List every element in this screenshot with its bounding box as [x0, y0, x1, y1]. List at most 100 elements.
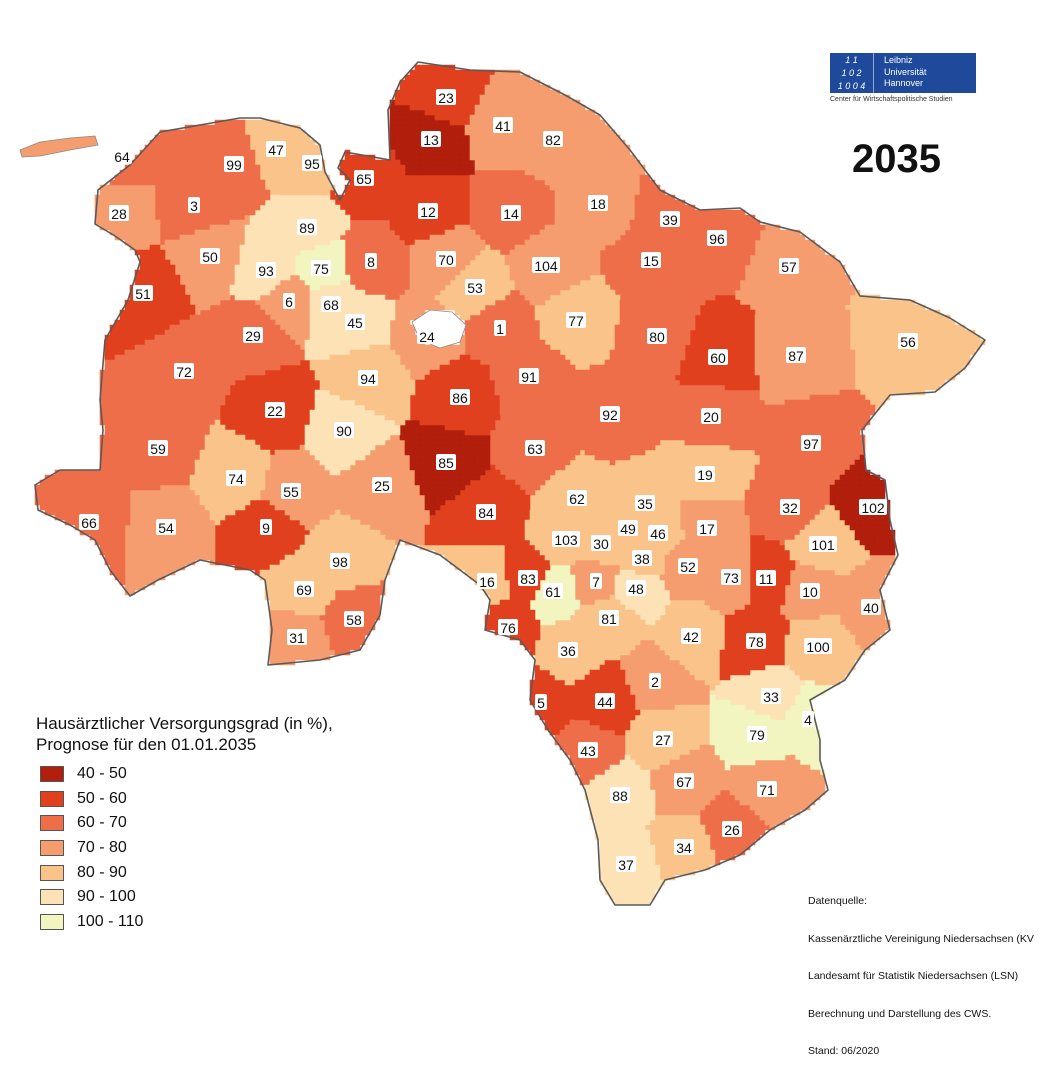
legend-swatch — [40, 864, 64, 881]
region-label-box — [494, 320, 506, 336]
legend-swatch — [40, 840, 64, 857]
region-label: 29 — [243, 327, 263, 344]
region-label: 50 — [200, 248, 220, 265]
region-label-box — [722, 821, 742, 837]
region-label-text: 6 — [285, 294, 293, 310]
region-label: 5 — [535, 694, 547, 711]
region-label-text: 78 — [748, 634, 764, 650]
region-label-box — [647, 328, 667, 344]
region-label-text: 15 — [643, 253, 659, 269]
region-label: 52 — [678, 558, 698, 575]
region-label-box — [260, 519, 272, 535]
logo-caption: Center für Wirtschaftspolitische Studien — [830, 96, 953, 103]
region-label: 26 — [722, 821, 742, 838]
region-label-box — [334, 422, 354, 438]
legend-title: Hausärztlicher Versorgungsgrad (in %), P… — [36, 713, 333, 755]
region-label-text: 93 — [258, 263, 274, 279]
region-label: 14 — [501, 205, 521, 222]
logo-mark-line1: 1 1 — [845, 55, 858, 65]
region-label-box — [779, 258, 799, 274]
region-label-text: 87 — [788, 348, 804, 364]
region-label-box — [372, 477, 392, 493]
region-label-text: 73 — [723, 570, 739, 586]
region-label-box — [133, 285, 153, 301]
region-label: 22 — [265, 402, 285, 419]
region-label-text: 9 — [262, 520, 270, 536]
region-label-box — [226, 470, 246, 486]
legend-title-line1: Hausärztlicher Versorgungsgrad (in %), — [36, 714, 333, 733]
region-label: 99 — [224, 156, 244, 173]
region-label: 8 — [365, 253, 377, 270]
region-label: 77 — [566, 312, 586, 329]
region-label-text: 7 — [592, 574, 600, 590]
region-label-box — [519, 368, 539, 384]
region-label-text: 68 — [323, 297, 339, 313]
region-label-text: 75 — [313, 261, 329, 277]
region-label: 61 — [543, 583, 563, 600]
region-label-text: 42 — [683, 629, 699, 645]
region-label: 19 — [695, 466, 715, 483]
region-label-box — [861, 599, 881, 615]
region-label: 54 — [156, 519, 176, 536]
legend-item: 90 - 100 — [40, 885, 143, 910]
region-label-text: 66 — [81, 515, 97, 531]
region-label-box — [302, 155, 322, 171]
region-label: 103 — [552, 531, 580, 548]
region-label: 12 — [418, 203, 438, 220]
region-label-text: 5 — [537, 695, 545, 711]
region-label-box — [707, 230, 727, 246]
region-label-text: 52 — [680, 559, 696, 575]
region-label: 53 — [465, 279, 485, 296]
region-label-box — [859, 499, 887, 515]
region-label-text: 76 — [500, 620, 516, 636]
region-label-box — [626, 580, 646, 596]
region-label: 80 — [647, 328, 667, 345]
region-label: 3 — [188, 197, 200, 214]
region-label-text: 69 — [296, 582, 312, 598]
region-label-box — [156, 519, 176, 535]
region-label-text: 54 — [158, 520, 174, 536]
legend-label: 90 - 100 — [77, 888, 136, 906]
year-title: 2035 — [852, 137, 941, 181]
region-label: 9 — [260, 519, 272, 536]
region-label-text: 62 — [569, 491, 585, 507]
region-label-text: 1 — [496, 321, 504, 337]
region-label: 102 — [859, 499, 887, 516]
region-label-text: 50 — [202, 249, 218, 265]
legend-swatch — [40, 889, 64, 906]
legend-item: 100 - 110 — [40, 910, 143, 935]
region-label: 81 — [599, 610, 619, 627]
region-label-box — [761, 688, 781, 704]
region-label: 63 — [525, 440, 545, 457]
region-label-box — [641, 252, 661, 268]
region-label: 104 — [532, 257, 560, 274]
region-label-text: 4 — [804, 712, 812, 728]
region-label-text: 30 — [593, 536, 609, 552]
region-label-text: 43 — [580, 743, 596, 759]
region-label-text: 32 — [782, 500, 798, 516]
region-label-box — [746, 633, 766, 649]
region-label: 68 — [321, 296, 341, 313]
region-label: 32 — [780, 499, 800, 516]
region-label-box — [287, 629, 307, 645]
region-label-box — [681, 628, 701, 644]
region-label: 36 — [558, 642, 578, 659]
region-label-text: 102 — [861, 500, 885, 516]
region-label: 47 — [266, 141, 286, 158]
legend-item: 50 - 60 — [40, 787, 143, 812]
region-label-text: 79 — [749, 727, 765, 743]
region-label-text: 35 — [637, 496, 653, 512]
region-label-box — [780, 499, 800, 515]
region-label-text: 65 — [356, 171, 372, 187]
region-label: 62 — [567, 490, 587, 507]
region-label-box — [321, 296, 341, 312]
region-label-text: 90 — [336, 423, 352, 439]
region-label-box — [674, 839, 694, 855]
region-label: 24 — [417, 328, 437, 345]
region-label-text: 2 — [651, 674, 659, 690]
region-label-box — [421, 131, 441, 147]
region-label: 17 — [697, 520, 717, 537]
legend-label: 60 - 70 — [77, 814, 127, 832]
region-56 — [844, 289, 986, 411]
region-label-text: 31 — [289, 630, 305, 646]
